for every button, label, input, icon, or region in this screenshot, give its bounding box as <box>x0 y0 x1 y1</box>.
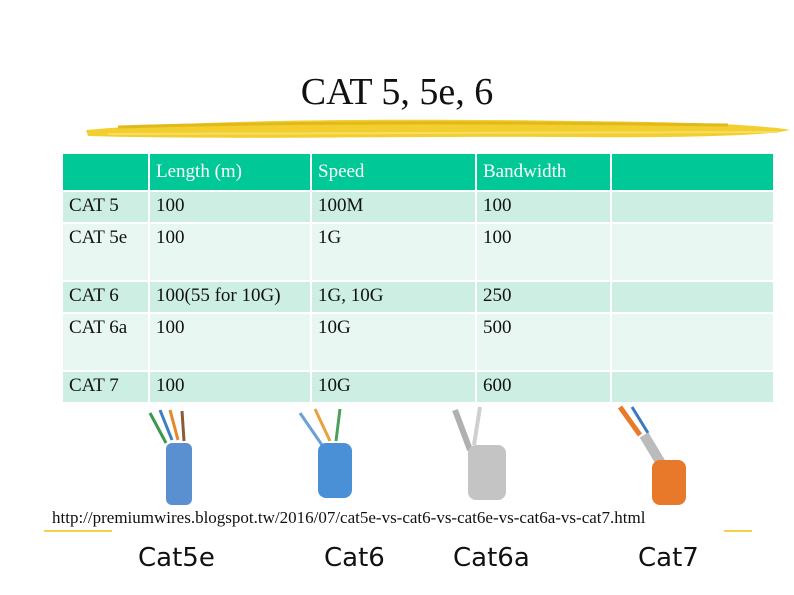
table-cell <box>610 280 775 314</box>
table-cell-length: 100 <box>148 312 312 372</box>
cat6a-cable-image <box>452 406 506 500</box>
header-cell <box>61 152 150 192</box>
cable-label-cat6a: Cat6a <box>453 543 530 573</box>
table-cell-bandwidth: 100 <box>475 222 612 282</box>
table-cell-bandwidth: 500 <box>475 312 612 372</box>
table-cell-bandwidth: 250 <box>475 280 612 314</box>
table-row: CAT 5 100 100M 100 <box>61 190 775 224</box>
header-cell-speed: Speed <box>310 152 477 192</box>
brush-stroke-decoration <box>86 119 790 138</box>
slide-title: CAT 5, 5e, 6 <box>300 71 494 113</box>
table-cell-speed: 10G <box>310 370 477 404</box>
table-cell <box>610 190 775 224</box>
table-row: CAT 6 100(55 for 10G) 1G, 10G 250 <box>61 280 775 314</box>
table-cell-type: CAT 5 <box>61 190 150 224</box>
source-underline-left <box>44 530 112 532</box>
cable-spec-table: Length (m) Speed Bandwidth CAT 5 100 100… <box>61 152 775 404</box>
table-cell <box>610 222 775 282</box>
table-cell-bandwidth: 100 <box>475 190 612 224</box>
cat5e-cable-image <box>148 409 192 505</box>
table-cell-length: 100(55 for 10G) <box>148 280 312 314</box>
table-cell-type: CAT 6 <box>61 280 150 314</box>
header-cell-length: Length (m) <box>148 152 312 192</box>
table-cell-bandwidth: 600 <box>475 370 612 404</box>
table-row: CAT 5e 100 1G 100 <box>61 222 775 282</box>
cable-label-cat6: Cat6 <box>324 543 385 573</box>
table-cell <box>610 370 775 404</box>
cable-label-cat7: Cat7 <box>638 543 699 573</box>
table-cell-length: 100 <box>148 190 312 224</box>
source-url: http://premiumwires.blogspot.tw/2016/07/… <box>52 508 646 527</box>
table-cell <box>610 312 775 372</box>
table-cell-speed: 1G, 10G <box>310 280 477 314</box>
table-cell-speed: 10G <box>310 312 477 372</box>
table-cell-type: CAT 5e <box>61 222 150 282</box>
table-cell-type: CAT 6a <box>61 312 150 372</box>
table-cell-length: 100 <box>148 370 312 404</box>
source-underline-right <box>724 530 752 532</box>
table-cell-speed: 1G <box>310 222 477 282</box>
table-header-row: Length (m) Speed Bandwidth <box>61 152 775 192</box>
table-cell-type: CAT 7 <box>61 370 150 404</box>
table-cell-length: 100 <box>148 222 312 282</box>
cat7-cable-image <box>617 405 686 505</box>
table-row: CAT 6a 100 10G 500 <box>61 312 775 372</box>
cat6-cable-image <box>298 408 352 498</box>
cable-label-cat5e: Cat5e <box>138 543 215 573</box>
table-cell-speed: 100M <box>310 190 477 224</box>
header-cell-bandwidth: Bandwidth <box>475 152 612 192</box>
header-cell <box>610 152 775 192</box>
cable-photos <box>148 405 686 505</box>
table-row: CAT 7 100 10G 600 <box>61 370 775 404</box>
